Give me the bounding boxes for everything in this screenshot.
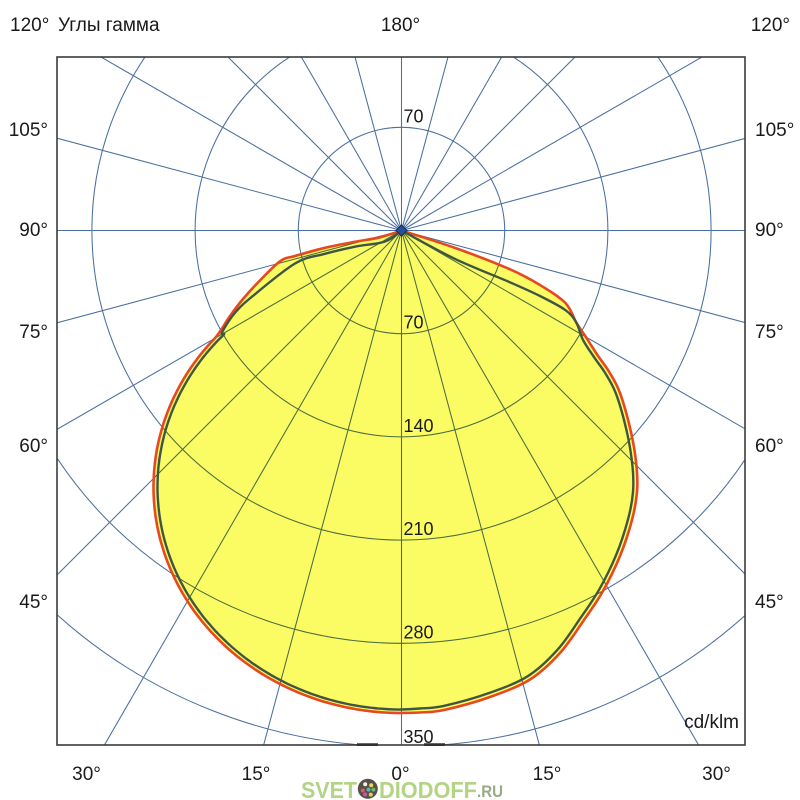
svg-text:45°: 45°: [19, 592, 48, 613]
svg-text:.RU: .RU: [477, 783, 503, 800]
svg-text:180°: 180°: [381, 15, 420, 36]
svg-text:45°: 45°: [755, 592, 784, 613]
svg-text:15°: 15°: [242, 764, 271, 785]
svg-text:70: 70: [404, 106, 424, 126]
svg-text:90°: 90°: [19, 220, 48, 241]
svg-text:60°: 60°: [755, 436, 784, 457]
svg-text:120°: 120°: [751, 15, 790, 36]
svg-text:60°: 60°: [19, 436, 48, 457]
svg-text:30°: 30°: [702, 764, 731, 785]
svg-text:350: 350: [404, 727, 434, 747]
svg-text:105°: 105°: [755, 120, 794, 141]
svg-text:15°: 15°: [533, 764, 562, 785]
svg-text:30°: 30°: [72, 764, 101, 785]
svg-text:140: 140: [404, 416, 434, 436]
svg-text:105°: 105°: [9, 120, 48, 141]
svg-text:SVET: SVET: [301, 777, 358, 800]
svg-text:90°: 90°: [755, 220, 784, 241]
svg-text:280: 280: [404, 622, 434, 642]
svg-text:0°: 0°: [391, 764, 409, 785]
svg-text:DIODOFF: DIODOFF: [379, 777, 477, 800]
svg-text:210: 210: [404, 519, 434, 539]
svg-text:Углы гамма: Углы гамма: [58, 15, 160, 36]
svg-text:75°: 75°: [755, 322, 784, 343]
svg-text:120°: 120°: [10, 15, 49, 36]
svg-text:75°: 75°: [19, 322, 48, 343]
svg-text:70: 70: [404, 313, 424, 333]
svg-text:cd/klm: cd/klm: [684, 712, 739, 733]
